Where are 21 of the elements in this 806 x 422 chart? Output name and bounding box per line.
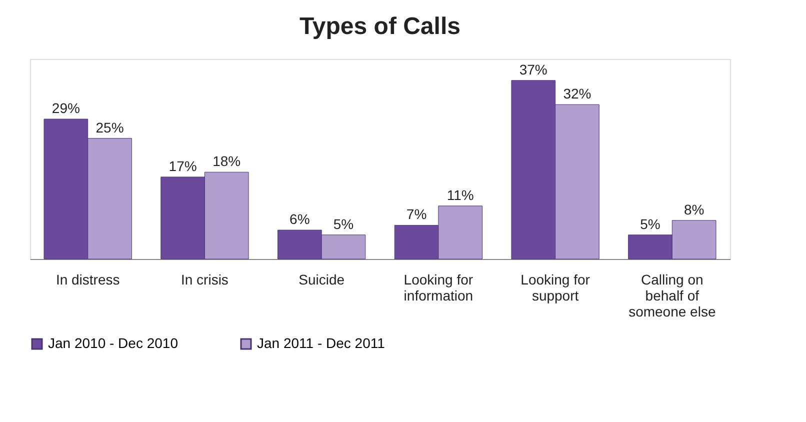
data-label: 37% [519,61,548,78]
x-tick-label: In distress [56,272,120,288]
data-label: 11% [446,186,474,203]
chart-title: Types of Calls [300,13,460,40]
x-tick-label: Looking for information [404,272,474,304]
data-label: 6% [290,211,310,228]
legend-label: Jan 2011 - Dec 2011 [257,335,386,351]
data-label: 5% [333,216,354,232]
x-tick-label: In crisis [180,272,228,288]
data-label: 17% [168,158,197,174]
data-label: 8% [684,201,704,218]
data-label: 7% [406,206,427,222]
data-label: 32% [563,86,592,102]
x-tick-label: Looking for support [520,272,590,304]
data-label: 18% [212,153,241,170]
x-tick-label: Suicide [298,272,345,288]
legend-label: Jan 2010 - Dec 2010 [48,335,178,351]
x-tick-label: Calling on behalf of someone else [628,272,716,320]
data-label: 5% [640,216,660,232]
data-label: 29% [52,100,80,116]
data-label: 25% [96,119,124,136]
